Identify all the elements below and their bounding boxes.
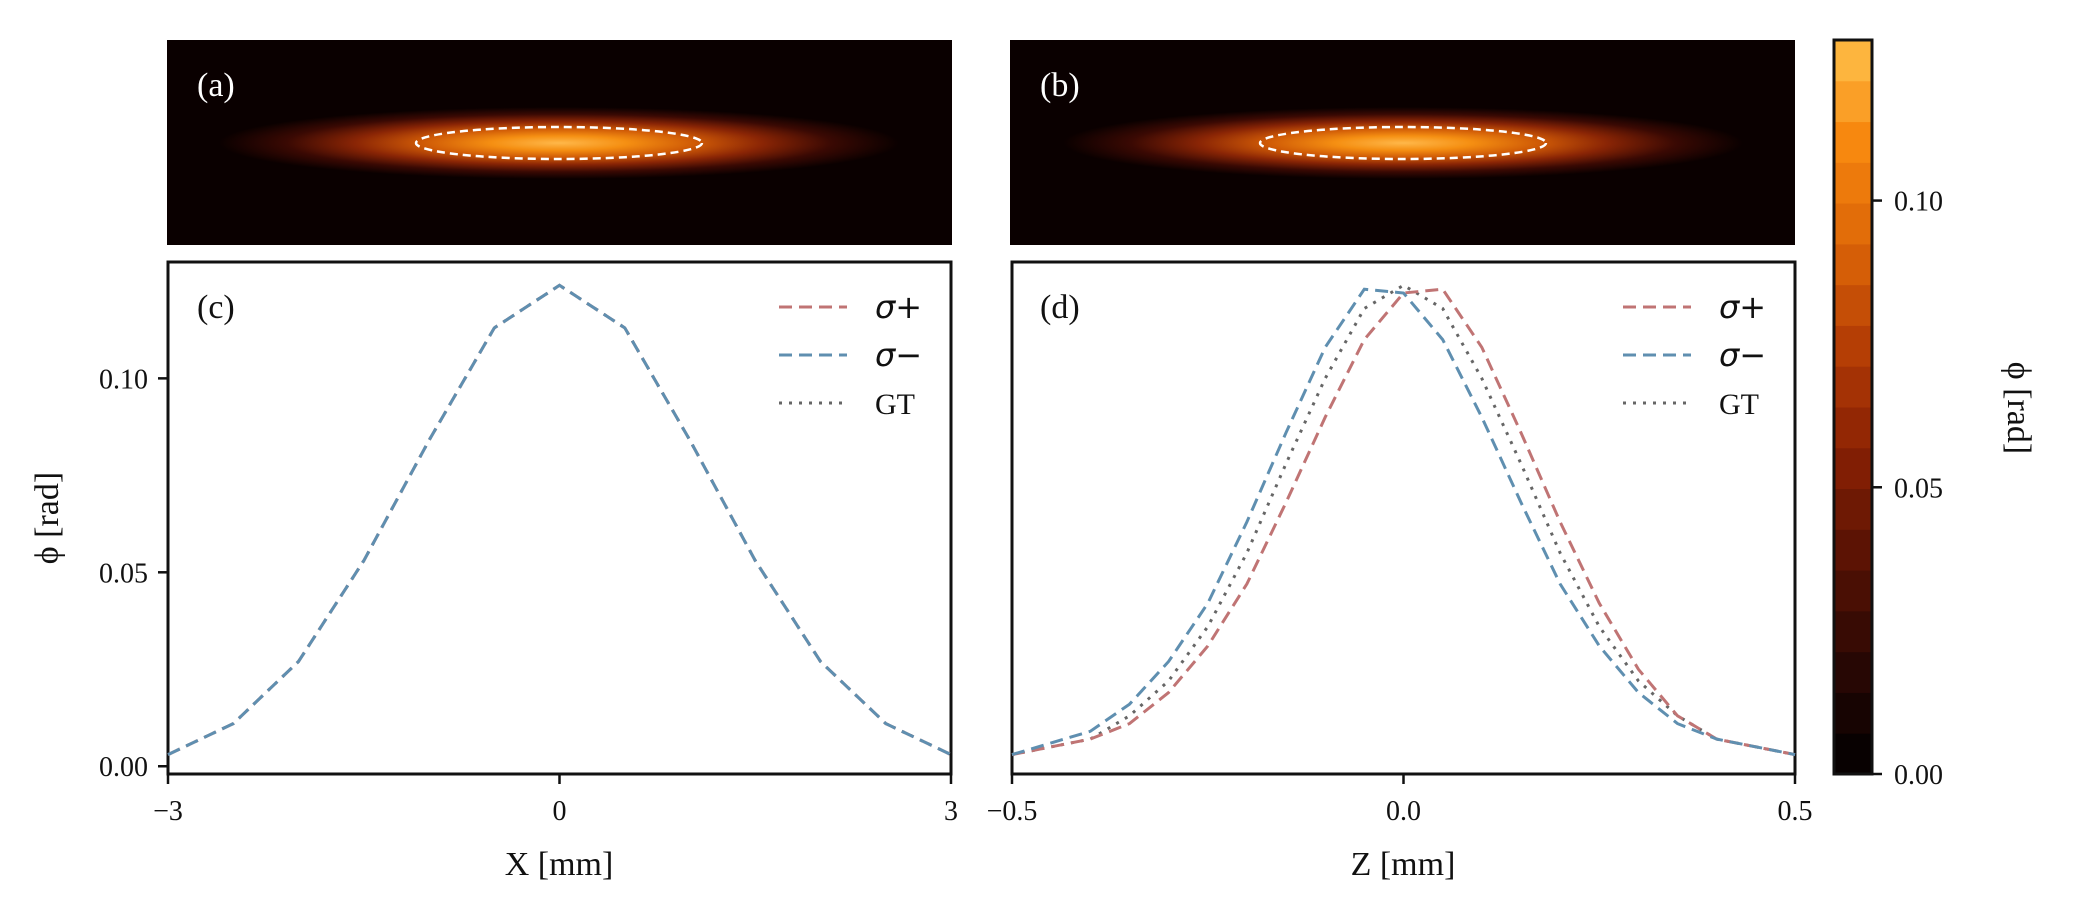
heatmap-panel-a: (a) [167, 40, 952, 245]
plot-c-xticks: −3 0 3 [153, 774, 958, 827]
colorbar-band [1834, 366, 1872, 408]
plot-d-xlabel: Z [mm] [1351, 846, 1456, 883]
plot-d-xticks: −0.5 0.0 0.5 [987, 774, 1813, 827]
x-tick-label: 0.0 [1386, 796, 1421, 827]
heatmap-b-contour [1258, 125, 1548, 161]
colorbar-band [1834, 284, 1872, 326]
colorbar-band [1834, 407, 1872, 449]
x-tick-label: −0.5 [987, 796, 1038, 827]
plot-c-yticks: 0.00 0.05 0.10 [99, 364, 168, 783]
colorbar-band [1834, 243, 1872, 286]
y-tick-label: 0.10 [99, 364, 148, 395]
panel-label-b: (b) [1040, 67, 1080, 104]
plot-c-xlabel: X [mm] [505, 846, 614, 883]
panel-label-d: (d) [1040, 289, 1080, 326]
x-tick-label: 3 [944, 796, 958, 827]
colorbar-band [1834, 651, 1872, 693]
panel-label-a: (a) [197, 67, 235, 104]
legend-entry: GT [875, 388, 915, 421]
legend-entry: GT [1719, 388, 1759, 421]
line-panel-d: −0.5 0.0 0.5 (d) Z [mm] σ+ σ− GT [987, 260, 1813, 883]
x-tick-label: −3 [153, 796, 183, 827]
colorbar: 0.00 0.05 0.10 ϕ [rad] [1832, 38, 2037, 791]
panel-label-c: (c) [197, 289, 235, 326]
series-line-sigma-plus [1011, 287, 1796, 757]
colorbar-band [1834, 692, 1872, 734]
series-line-gt [1011, 283, 1796, 757]
heatmap-a-blob [219, 107, 899, 179]
colorbar-band [1834, 610, 1872, 653]
plot-c-legend: σ+ σ− GT [779, 288, 922, 421]
x-tick-label: 0.5 [1778, 796, 1813, 827]
colorbar-band [1834, 529, 1872, 571]
colorbar-tick-label: 0.10 [1894, 187, 1943, 218]
plot-d-series [1011, 283, 1796, 757]
plot-d-legend: σ+ σ− GT [1623, 288, 1766, 421]
heatmap-panel-b: (b) [1010, 40, 1795, 245]
colorbar-bands [1834, 40, 1872, 775]
legend-entry: σ− [875, 336, 922, 374]
colorbar-tick-label: 0.05 [1894, 473, 1943, 504]
x-tick-label: 0 [553, 796, 567, 827]
colorbar-tick-label: 0.00 [1894, 760, 1943, 791]
line-panel-c: −3 0 3 0.000.050.10 (c) X [mm] ϕ [rad] σ+σ… [29, 260, 958, 883]
plot-d-frame [1010, 260, 1797, 776]
colorbar-band [1834, 162, 1872, 204]
legend-entry: σ+ [1719, 288, 1766, 326]
colorbar-band [1834, 570, 1872, 612]
series-line-sigma-minus [167, 283, 952, 756]
colorbar-band [1834, 733, 1872, 775]
colorbar-band [1834, 40, 1872, 82]
colorbar-band [1834, 80, 1872, 123]
colorbar-frame [1832, 38, 1874, 776]
legend-entry: σ− [1719, 336, 1766, 374]
plot-c-ylabel: ϕ [rad] [29, 472, 66, 564]
series-line-sigma-minus [1011, 287, 1796, 757]
legend-entry: σ+ [875, 288, 922, 326]
colorbar-band [1834, 325, 1872, 367]
plot-c-series [167, 283, 952, 756]
heatmap-b-blob [1063, 107, 1743, 179]
y-tick-label: 0.00 [99, 752, 148, 783]
heatmap-a-contour [414, 125, 704, 161]
colorbar-band [1834, 447, 1872, 490]
y-tick-label: 0.05 [99, 558, 148, 589]
plot-c-frame [166, 260, 953, 776]
colorbar-label: ϕ [rad] [2000, 362, 2037, 454]
colorbar-band [1834, 203, 1872, 245]
colorbar-band [1834, 488, 1872, 530]
colorbar-ticks: 0.00 0.05 0.10 [1872, 187, 1943, 791]
colorbar-band [1834, 121, 1872, 163]
